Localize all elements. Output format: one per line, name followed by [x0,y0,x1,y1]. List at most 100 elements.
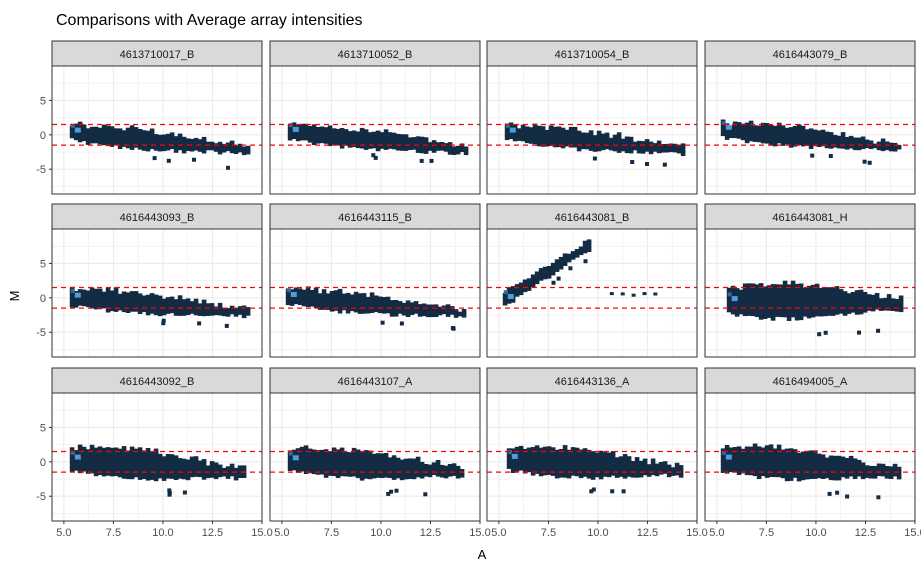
density-cell [604,144,610,150]
density-cell [886,294,892,299]
density-cell [311,140,317,145]
density-cell [351,471,357,477]
density-cell [786,292,792,297]
density-cell [117,460,123,466]
density-cell [660,148,666,153]
density-cell [129,145,135,150]
density-cell [245,311,251,316]
density-cell [810,296,816,302]
density-cell [836,471,842,477]
density-cell [153,448,159,454]
density-cell [237,473,243,478]
density-cell [343,137,349,142]
density-cell [213,310,219,316]
density-cell [772,448,778,454]
density-cell [387,132,393,137]
density-cell [806,297,812,303]
density-cell [848,467,854,473]
x-tick-label: 12.5 [420,527,441,539]
density-cell [888,146,894,152]
density-cell [802,304,808,309]
density-cell [450,326,455,330]
density-cell [764,465,770,470]
density-cell [339,136,345,141]
density-cell [824,469,830,475]
density-cell [544,137,550,143]
density-cell [816,473,822,479]
density-cell [241,473,247,478]
density-cell [345,308,351,314]
density-cell [534,271,540,277]
density-cell [650,462,656,468]
density-cell [756,466,762,471]
density-cell [459,147,465,153]
density-cell [347,464,353,469]
density-cell [355,131,361,137]
panel-border [704,65,916,195]
density-cell [812,474,818,479]
density-cell [229,148,235,154]
density-cell [351,459,357,465]
density-cell [97,462,103,467]
density-cell [857,330,861,335]
density-cell [796,460,802,466]
density-cell [610,489,615,494]
density-cell [226,165,230,170]
density-cell [662,162,667,167]
density-cell [748,136,754,142]
density-cell [381,305,387,310]
density-cell [830,291,836,296]
density-cell [177,474,183,479]
density-cell [133,460,139,466]
density-cell [335,449,341,454]
density-cell [177,295,183,300]
density-cell [347,139,353,144]
density-cell [359,127,365,133]
density-cell [339,467,345,473]
density-cell [415,144,421,149]
density-cell [319,457,325,463]
density-cell [840,460,846,466]
density-cell [894,303,900,308]
density-cell [760,451,766,457]
density-cell [546,266,552,271]
density-cell [744,446,750,452]
density-cell [744,450,750,456]
density-cell [451,150,457,155]
density-cell [798,307,804,313]
density-cell [796,472,802,478]
density-cell [626,456,632,461]
density-cell [860,136,866,142]
density-cell [331,455,337,461]
density-cell [582,448,588,453]
density-cell [586,465,592,471]
density-cell [732,463,738,468]
density-cell [189,142,195,148]
density-cell [305,294,311,299]
density-cell [828,475,834,481]
density-cell [856,463,862,469]
density-cell [728,133,734,138]
density-cell [562,257,568,262]
density-cell [121,295,127,301]
density-cell [728,447,734,453]
density-cell [391,471,397,476]
density-cell [614,473,620,478]
density-cell [522,452,528,458]
density-cell [876,141,882,147]
density-cell [850,296,856,301]
density-cell [608,137,614,143]
density-cell [335,469,341,474]
density-cell [598,450,604,456]
density-cell [738,293,744,299]
density-cell [217,310,223,316]
density-cell [371,135,377,141]
density-cell [383,469,389,474]
density-cell [538,455,544,461]
density-cell [732,451,738,456]
density-cell [778,288,784,294]
density-cell [608,145,614,151]
density-cell [161,321,166,326]
density-cell [121,474,127,479]
density-cell [774,308,780,313]
